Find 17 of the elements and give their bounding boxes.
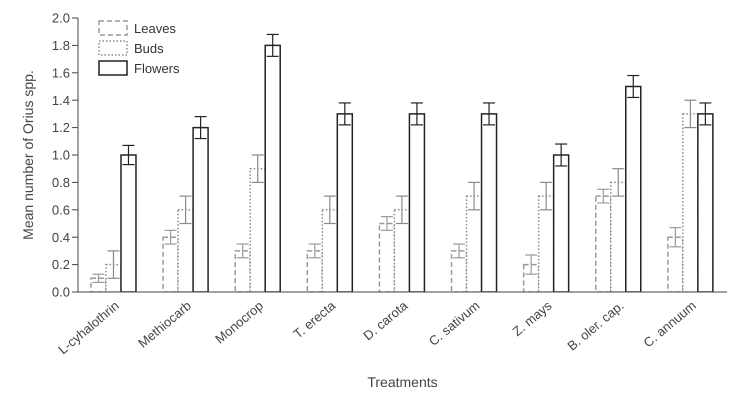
y-tick-label: 0.2 <box>52 257 70 272</box>
legend-label: Leaves <box>134 20 176 36</box>
x-axis-title: Treatments <box>367 374 438 390</box>
y-tick-label: 1.6 <box>52 65 70 80</box>
y-tick-label: 1.2 <box>52 120 70 136</box>
y-tick-label: 0.6 <box>52 202 70 218</box>
y-tick-label: 1.0 <box>52 148 70 163</box>
y-tick-label: 1.4 <box>52 92 70 108</box>
legend-label: Flowers <box>134 60 180 76</box>
y-tick-label: 0.0 <box>52 284 70 300</box>
y-tick-label: 2.0 <box>52 10 70 26</box>
y-axis-title: Mean number of Orius spp. <box>20 70 36 240</box>
y-tick-label: 1.8 <box>52 38 70 54</box>
legend-label: Buds <box>134 40 164 56</box>
y-tick-label: 0.8 <box>52 175 70 190</box>
y-tick-label: 0.4 <box>52 230 70 245</box>
x-tick-label: B. oler. cap. <box>564 298 627 354</box>
